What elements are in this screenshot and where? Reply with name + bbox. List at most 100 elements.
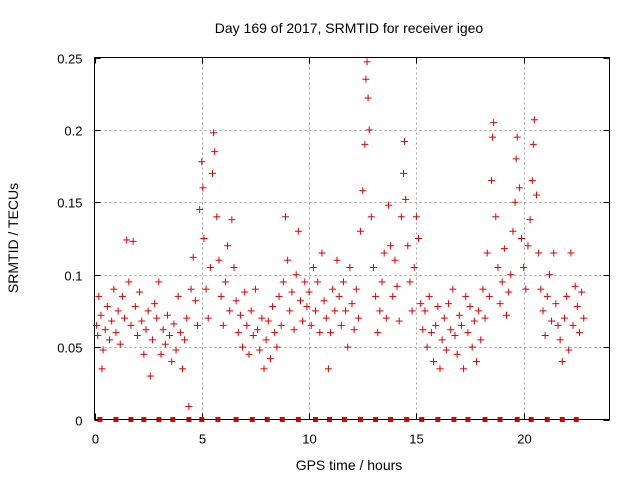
y-tick-label: 0.05 <box>57 341 82 356</box>
data-point <box>217 292 225 300</box>
data-point <box>372 292 380 300</box>
data-point <box>524 242 532 250</box>
y-tick-label: 0.25 <box>57 52 82 67</box>
data-point <box>573 303 581 311</box>
data-point <box>430 358 438 366</box>
data-point <box>314 278 322 286</box>
data-point <box>518 235 526 242</box>
data-point <box>327 329 335 337</box>
y-axis-ticks: 0 0.05 0.1 0.15 0.2 0.25 <box>57 52 610 429</box>
data-point <box>569 321 577 329</box>
data-point <box>556 336 564 344</box>
data-point <box>440 314 448 322</box>
data-point <box>140 350 148 358</box>
x-axis-label: GPS time / hours <box>296 457 403 473</box>
data-point <box>199 184 207 192</box>
data-point <box>451 332 459 340</box>
data-point <box>129 237 137 245</box>
data-point <box>492 213 500 221</box>
data-point <box>125 278 133 286</box>
data-point <box>541 332 549 340</box>
data-point <box>331 307 339 315</box>
data-point <box>578 288 586 296</box>
data-point <box>389 292 397 300</box>
data-point <box>131 303 139 311</box>
data-point <box>575 329 583 337</box>
data-point <box>232 297 240 305</box>
data-point <box>101 326 109 334</box>
x-axis-ticks: 0 5 10 15 20 <box>92 57 532 447</box>
data-point <box>174 292 182 300</box>
data-point <box>520 263 528 271</box>
chart-title: Day 169 of 2017, SRMTID for receiver ige… <box>215 20 484 36</box>
data-point <box>94 332 102 340</box>
data-point <box>127 321 135 329</box>
data-point <box>344 343 352 351</box>
data-point <box>307 321 315 329</box>
data-point <box>447 326 455 334</box>
data-point <box>376 307 384 315</box>
data-point <box>224 242 232 250</box>
data-point <box>412 213 420 221</box>
data-point <box>571 282 579 290</box>
data-point <box>187 285 195 293</box>
data-point <box>228 216 236 224</box>
data-point <box>410 263 418 271</box>
data-point <box>352 285 360 293</box>
data-point <box>215 256 223 264</box>
data-point <box>490 119 498 127</box>
data-point <box>284 256 292 264</box>
data-point <box>369 263 377 271</box>
data-point <box>138 317 146 325</box>
data-point <box>211 148 219 156</box>
data-point <box>281 213 289 221</box>
data-point <box>535 249 543 257</box>
data-point <box>554 321 562 329</box>
data-point <box>533 191 541 199</box>
data-point <box>337 321 345 329</box>
data-point <box>161 340 169 348</box>
data-point <box>247 307 255 315</box>
data-point <box>453 350 461 358</box>
data-point <box>185 402 193 410</box>
y-tick-label: 0.1 <box>64 269 82 284</box>
data-point <box>445 300 453 308</box>
data-point <box>466 303 474 311</box>
x-tick-label: 15 <box>409 432 423 447</box>
data-point <box>106 336 114 344</box>
data-point <box>434 303 442 311</box>
data-point <box>455 311 463 319</box>
data-point <box>206 263 214 271</box>
data-point <box>292 271 300 279</box>
data-point <box>309 263 317 271</box>
data-point <box>209 169 217 177</box>
data-point <box>146 372 154 380</box>
data-point <box>266 355 274 363</box>
data-point <box>548 317 556 325</box>
data-point <box>365 126 373 134</box>
data-point <box>397 213 405 221</box>
data-point <box>393 282 401 290</box>
data-point <box>103 303 111 311</box>
data-point <box>312 307 320 315</box>
data-point <box>121 314 129 322</box>
data-point <box>550 249 558 257</box>
data-point <box>148 336 156 344</box>
data-point <box>198 158 206 166</box>
data-point <box>213 213 221 221</box>
data-point <box>286 307 294 315</box>
data-point <box>359 187 367 195</box>
data-point <box>515 184 523 192</box>
data-point <box>118 292 126 300</box>
y-tick-label: 0.15 <box>57 196 82 211</box>
data-point <box>362 75 370 83</box>
data-point <box>159 326 167 334</box>
data-point <box>552 300 560 308</box>
data-point <box>367 213 375 221</box>
data-point <box>245 350 253 358</box>
data-point <box>364 94 372 102</box>
data-point <box>363 58 371 66</box>
data-point <box>114 307 122 315</box>
data-point <box>305 288 313 296</box>
data-point <box>470 317 478 325</box>
